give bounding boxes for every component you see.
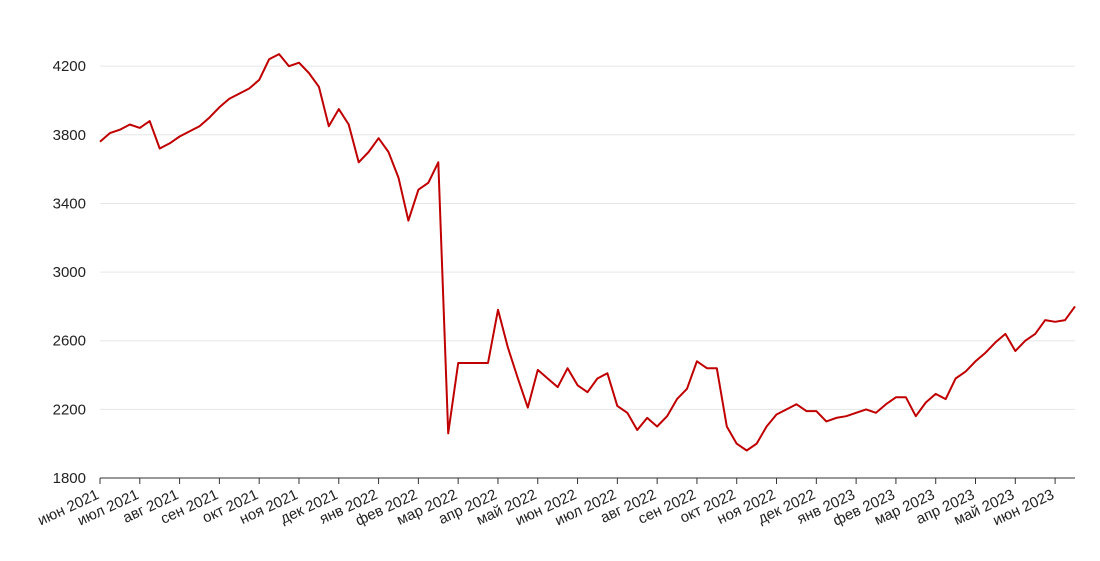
y-tick-label: 1800	[53, 470, 86, 487]
y-tick-label: 2600	[53, 333, 86, 350]
y-tick-label: 3000	[53, 264, 86, 281]
y-tick-label: 2200	[53, 401, 86, 418]
line	[99, 53, 1076, 452]
y-tick-label: 4200	[53, 58, 86, 75]
y-tick-label: 3800	[53, 127, 86, 144]
y-tick-label: 3400	[53, 195, 86, 212]
